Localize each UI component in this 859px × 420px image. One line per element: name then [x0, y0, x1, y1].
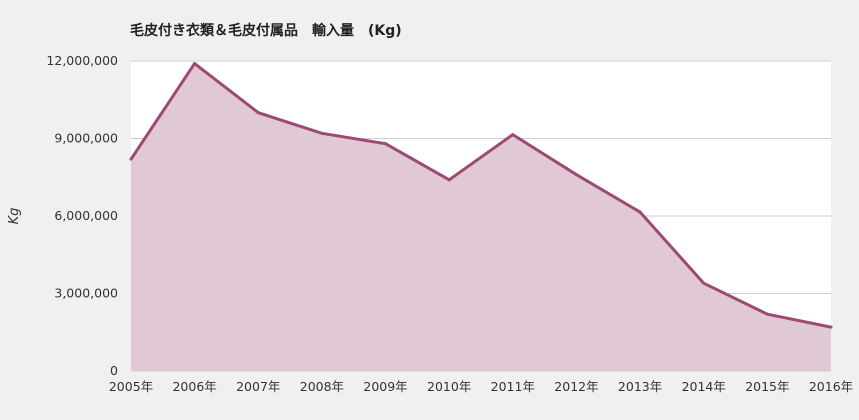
y-axis-label: Kg — [7, 208, 22, 225]
x-tick-label: 2011年 — [491, 379, 535, 394]
data-point — [256, 111, 260, 115]
y-tick-label: 9,000,000 — [54, 131, 118, 146]
y-axis-ticks: 0 3,000,000 6,000,000 9,000,000 12,000,000 — [46, 53, 118, 378]
x-axis-ticks: 2005年 2006年 2007年 2008年 2009年 2010年 2011年 2012年… — [109, 379, 853, 394]
data-point — [829, 325, 833, 329]
y-tick-label: 6,000,000 — [54, 208, 118, 223]
series-line — [129, 62, 832, 329]
x-tick-label: 2007年 — [236, 379, 280, 394]
chart-title: 毛皮付き衣類＆毛皮付属品 輸入量 (Kg) — [130, 23, 402, 39]
x-tick-label: 2006年 — [172, 379, 216, 394]
data-point — [702, 281, 706, 285]
data-point — [574, 173, 578, 177]
data-point — [447, 178, 451, 182]
data-point — [320, 131, 324, 135]
x-tick-label: 2013年 — [618, 379, 662, 394]
series-area-fill — [131, 63, 831, 371]
x-tick-label: 2014年 — [682, 379, 726, 394]
data-points — [129, 62, 833, 329]
x-tick-label: 2005年 — [109, 379, 153, 394]
x-tick-label: 2008年 — [300, 379, 344, 394]
x-tick-label: 2009年 — [363, 379, 407, 394]
data-point — [129, 157, 133, 161]
data-point — [384, 142, 388, 146]
data-point — [765, 312, 769, 316]
data-point — [511, 133, 515, 137]
x-tick-label: 2010年 — [427, 379, 471, 394]
x-tick-label: 2015年 — [745, 379, 789, 394]
data-point — [638, 210, 642, 214]
y-tick-label: 3,000,000 — [54, 286, 118, 301]
y-tick-label: 0 — [110, 363, 118, 378]
data-point — [193, 62, 197, 66]
x-tick-label: 2012年 — [554, 379, 598, 394]
x-tick-label: 2016年 — [809, 379, 853, 394]
y-tick-label: 12,000,000 — [46, 53, 118, 68]
